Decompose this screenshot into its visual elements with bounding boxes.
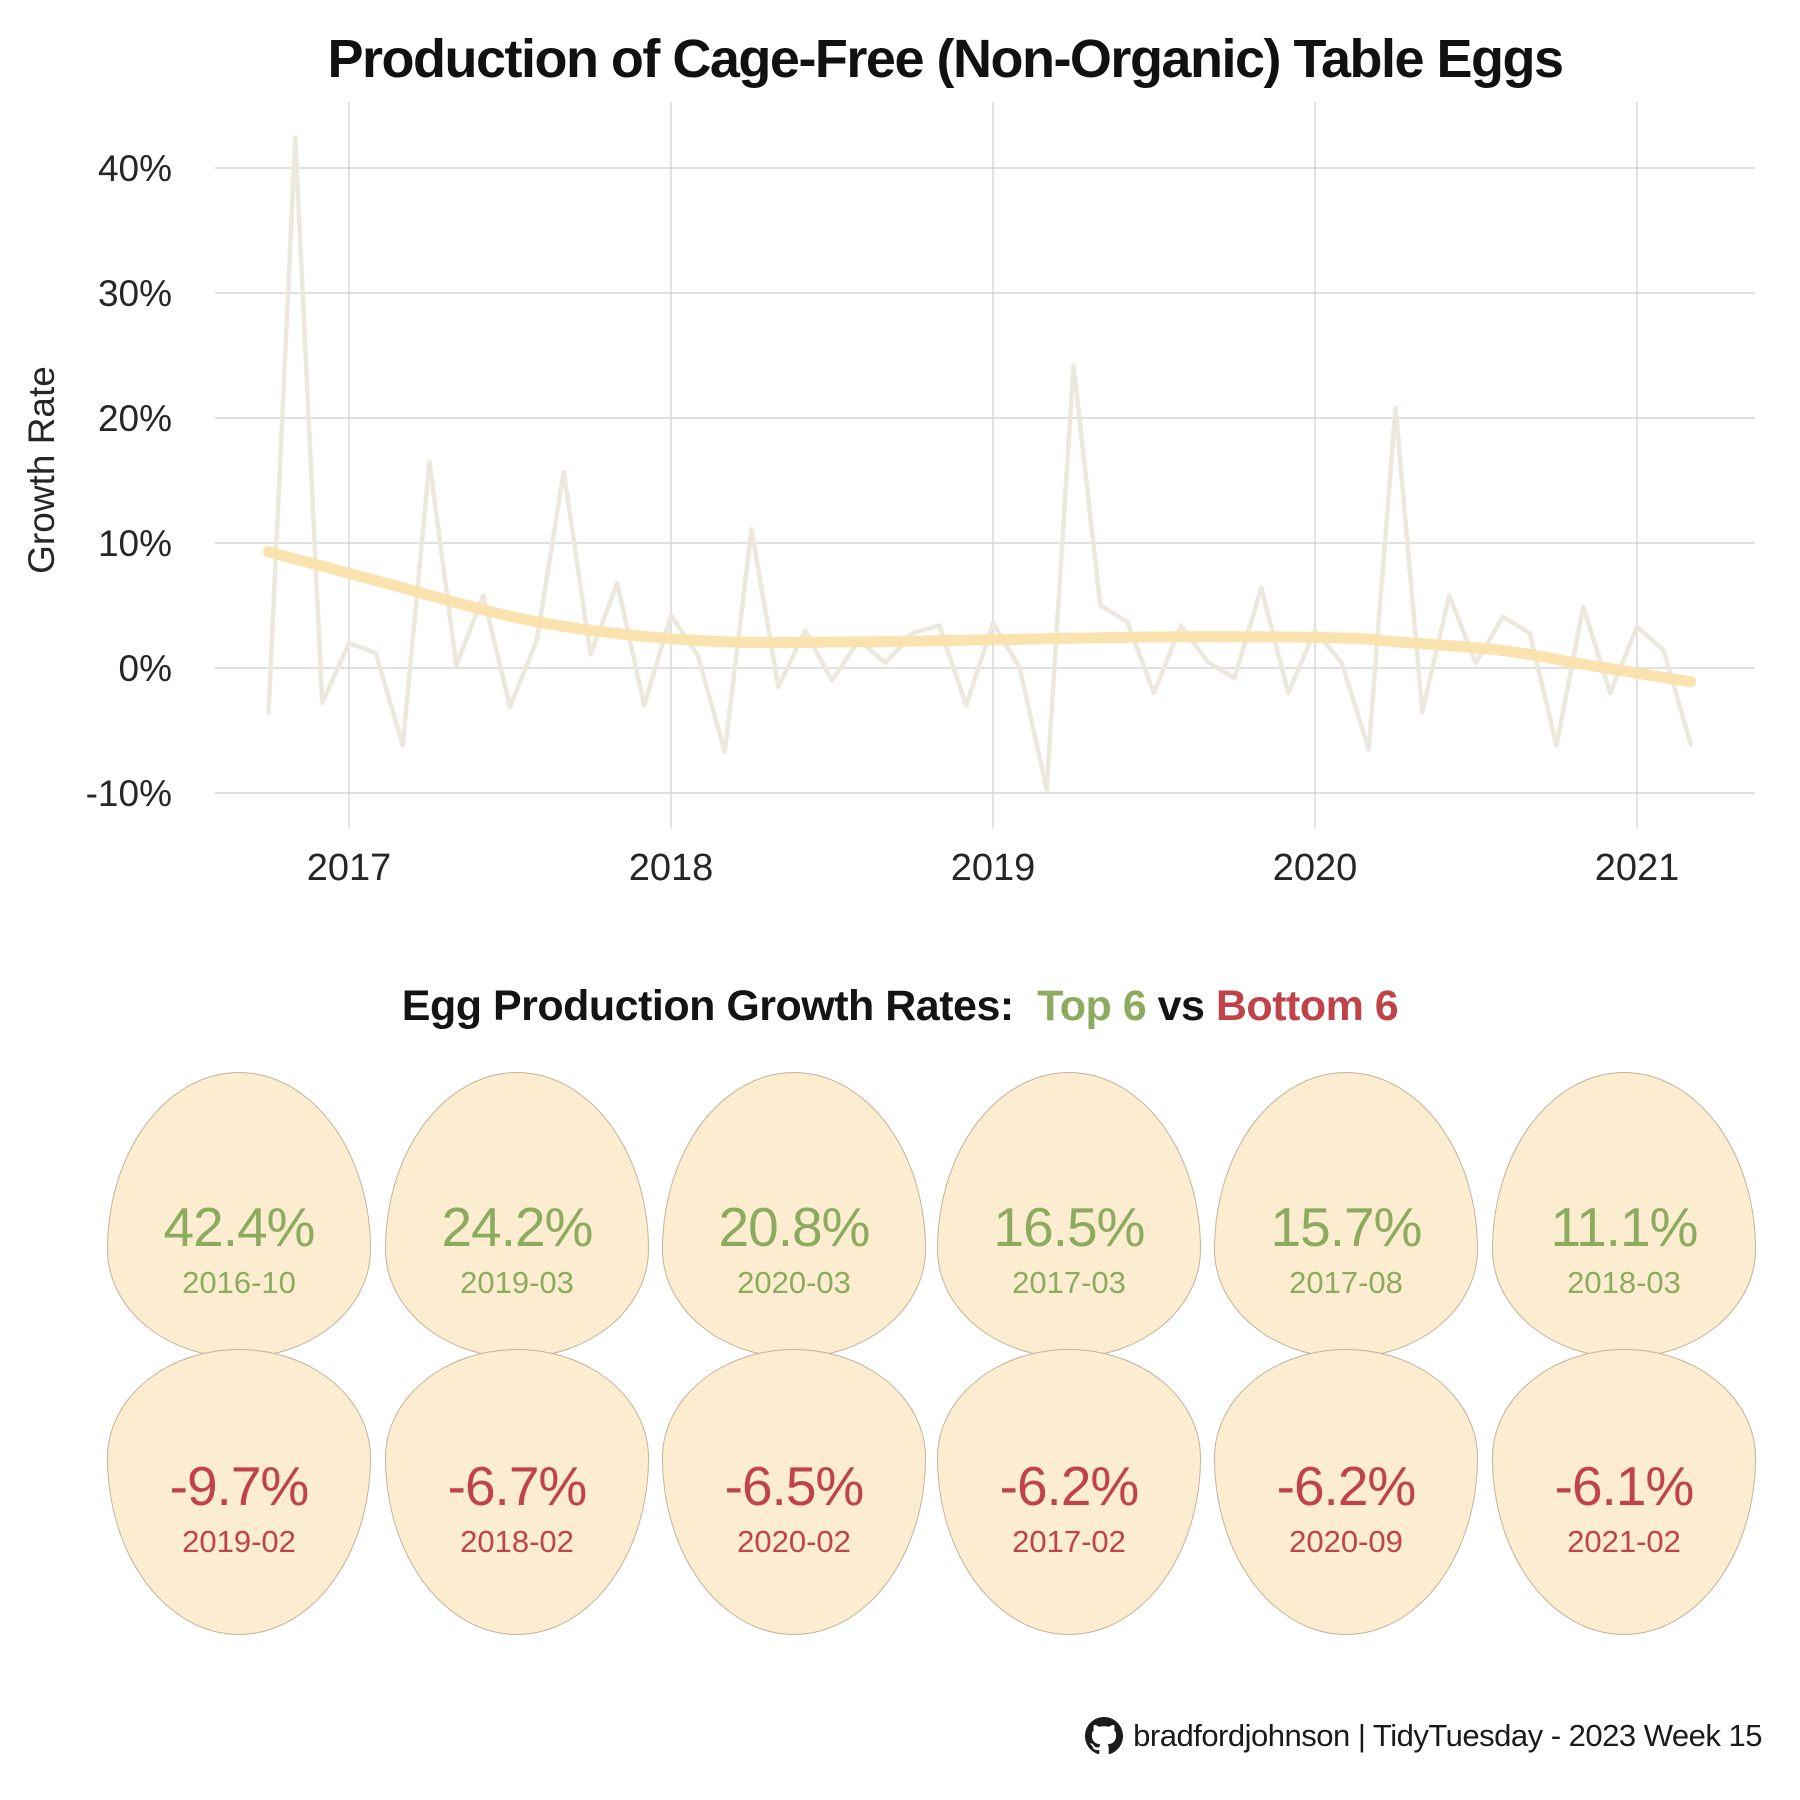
egg-title-bottom6: Bottom 6 — [1215, 982, 1399, 1030]
y-tick-0%: 0% — [119, 648, 172, 689]
egg-value: -6.1% — [1554, 1455, 1695, 1517]
horizontal-gridlines — [215, 167, 1755, 794]
monthly-growth-line — [266, 135, 1693, 792]
chart-series — [263, 135, 1697, 792]
egg-date: 2016-10 — [182, 1264, 296, 1300]
y-tick-40%: 40% — [98, 148, 172, 189]
egg-value: 24.2% — [441, 1196, 594, 1258]
egg-value: 42.4% — [163, 1196, 316, 1258]
egg-date: 2020-02 — [737, 1523, 851, 1559]
egg-top-6: 11.1% 2018-03 — [1492, 1072, 1756, 1358]
egg-title-vs: vs — [1157, 982, 1205, 1030]
egg-value: -6.2% — [999, 1455, 1140, 1517]
attribution-footer: bradfordjohnson | TidyTuesday - 2023 Wee… — [1085, 1712, 1762, 1760]
x-tick-2019: 2019 — [951, 847, 1036, 889]
egg-section-title: Egg Production Growth Rates: Top 6 vs Bo… — [0, 982, 1800, 1031]
x-tick-2018: 2018 — [629, 847, 714, 889]
egg-date: 2017-08 — [1289, 1264, 1403, 1300]
egg-title-prefix: Egg Production Growth Rates: — [401, 982, 1014, 1030]
egg-date: 2018-03 — [1567, 1264, 1681, 1300]
x-axis-tick-labels: 2017 2018 2019 2020 2021 — [307, 847, 1680, 889]
growth-rate-line-chart: 40%30%20%10%0%-10% 2017 2018 2019 2020 2021 … — [21, 102, 1755, 889]
x-tick-2020: 2020 — [1273, 847, 1358, 889]
egg-date: 2020-03 — [737, 1264, 851, 1300]
egg-date: 2018-02 — [460, 1523, 574, 1559]
egg-bottom-1: -9.7% 2019-02 — [107, 1349, 371, 1635]
x-tick-2021: 2021 — [1595, 847, 1680, 889]
page-title: Production of Cage-Free (Non-Organic) Ta… — [327, 29, 1564, 89]
egg-bottom-5: -6.2% 2020-09 — [1214, 1349, 1478, 1635]
egg-bottom-3: -6.5% 2020-02 — [662, 1349, 926, 1635]
egg-date: 2020-09 — [1289, 1523, 1403, 1559]
x-tick-2017: 2017 — [307, 847, 392, 889]
egg-top-3: 20.8% 2020-03 — [662, 1072, 926, 1358]
egg-value: 20.8% — [718, 1196, 871, 1258]
egg-title-top6: Top 6 — [1037, 982, 1147, 1030]
github-icon — [1085, 1717, 1124, 1755]
vertical-gridlines — [348, 102, 1638, 828]
egg-value: -6.7% — [447, 1455, 588, 1517]
egg-value: 15.7% — [1270, 1196, 1423, 1258]
egg-value: -9.7% — [169, 1455, 310, 1517]
smoothed-trend-line — [263, 546, 1697, 688]
y-tick-30%: 30% — [98, 273, 172, 314]
attribution-text: bradfordjohnson | TidyTuesday - 2023 Wee… — [1133, 1718, 1762, 1753]
egg-value: 16.5% — [993, 1196, 1146, 1258]
y-tick-20%: 20% — [98, 398, 172, 439]
egg-value: -6.5% — [724, 1455, 865, 1517]
egg-value: -6.2% — [1276, 1455, 1417, 1517]
egg-date: 2017-02 — [1012, 1523, 1126, 1559]
egg-date: 2019-02 — [182, 1523, 296, 1559]
y-axis-title: Growth Rate — [21, 366, 62, 574]
egg-top-5: 15.7% 2017-08 — [1214, 1072, 1478, 1358]
egg-date: 2019-03 — [460, 1264, 574, 1300]
egg-top-2: 24.2% 2019-03 — [385, 1072, 649, 1358]
egg-bottom-6: -6.1% 2021-02 — [1492, 1349, 1756, 1635]
egg-bottom-2: -6.7% 2018-02 — [385, 1349, 649, 1635]
egg-date: 2021-02 — [1567, 1523, 1681, 1559]
egg-bottom-4: -6.2% 2017-02 — [937, 1349, 1201, 1635]
egg-top-1: 42.4% 2016-10 — [107, 1072, 371, 1358]
egg-date: 2017-03 — [1012, 1264, 1126, 1300]
y-axis-tick-labels: 40% 30% 20% 10% 0% -10% — [86, 148, 172, 814]
y-tick--10%: -10% — [86, 773, 172, 814]
egg-top-4: 16.5% 2017-03 — [937, 1072, 1201, 1358]
y-tick-10%: 10% — [98, 523, 172, 564]
egg-value: 11.1% — [1550, 1196, 1699, 1258]
